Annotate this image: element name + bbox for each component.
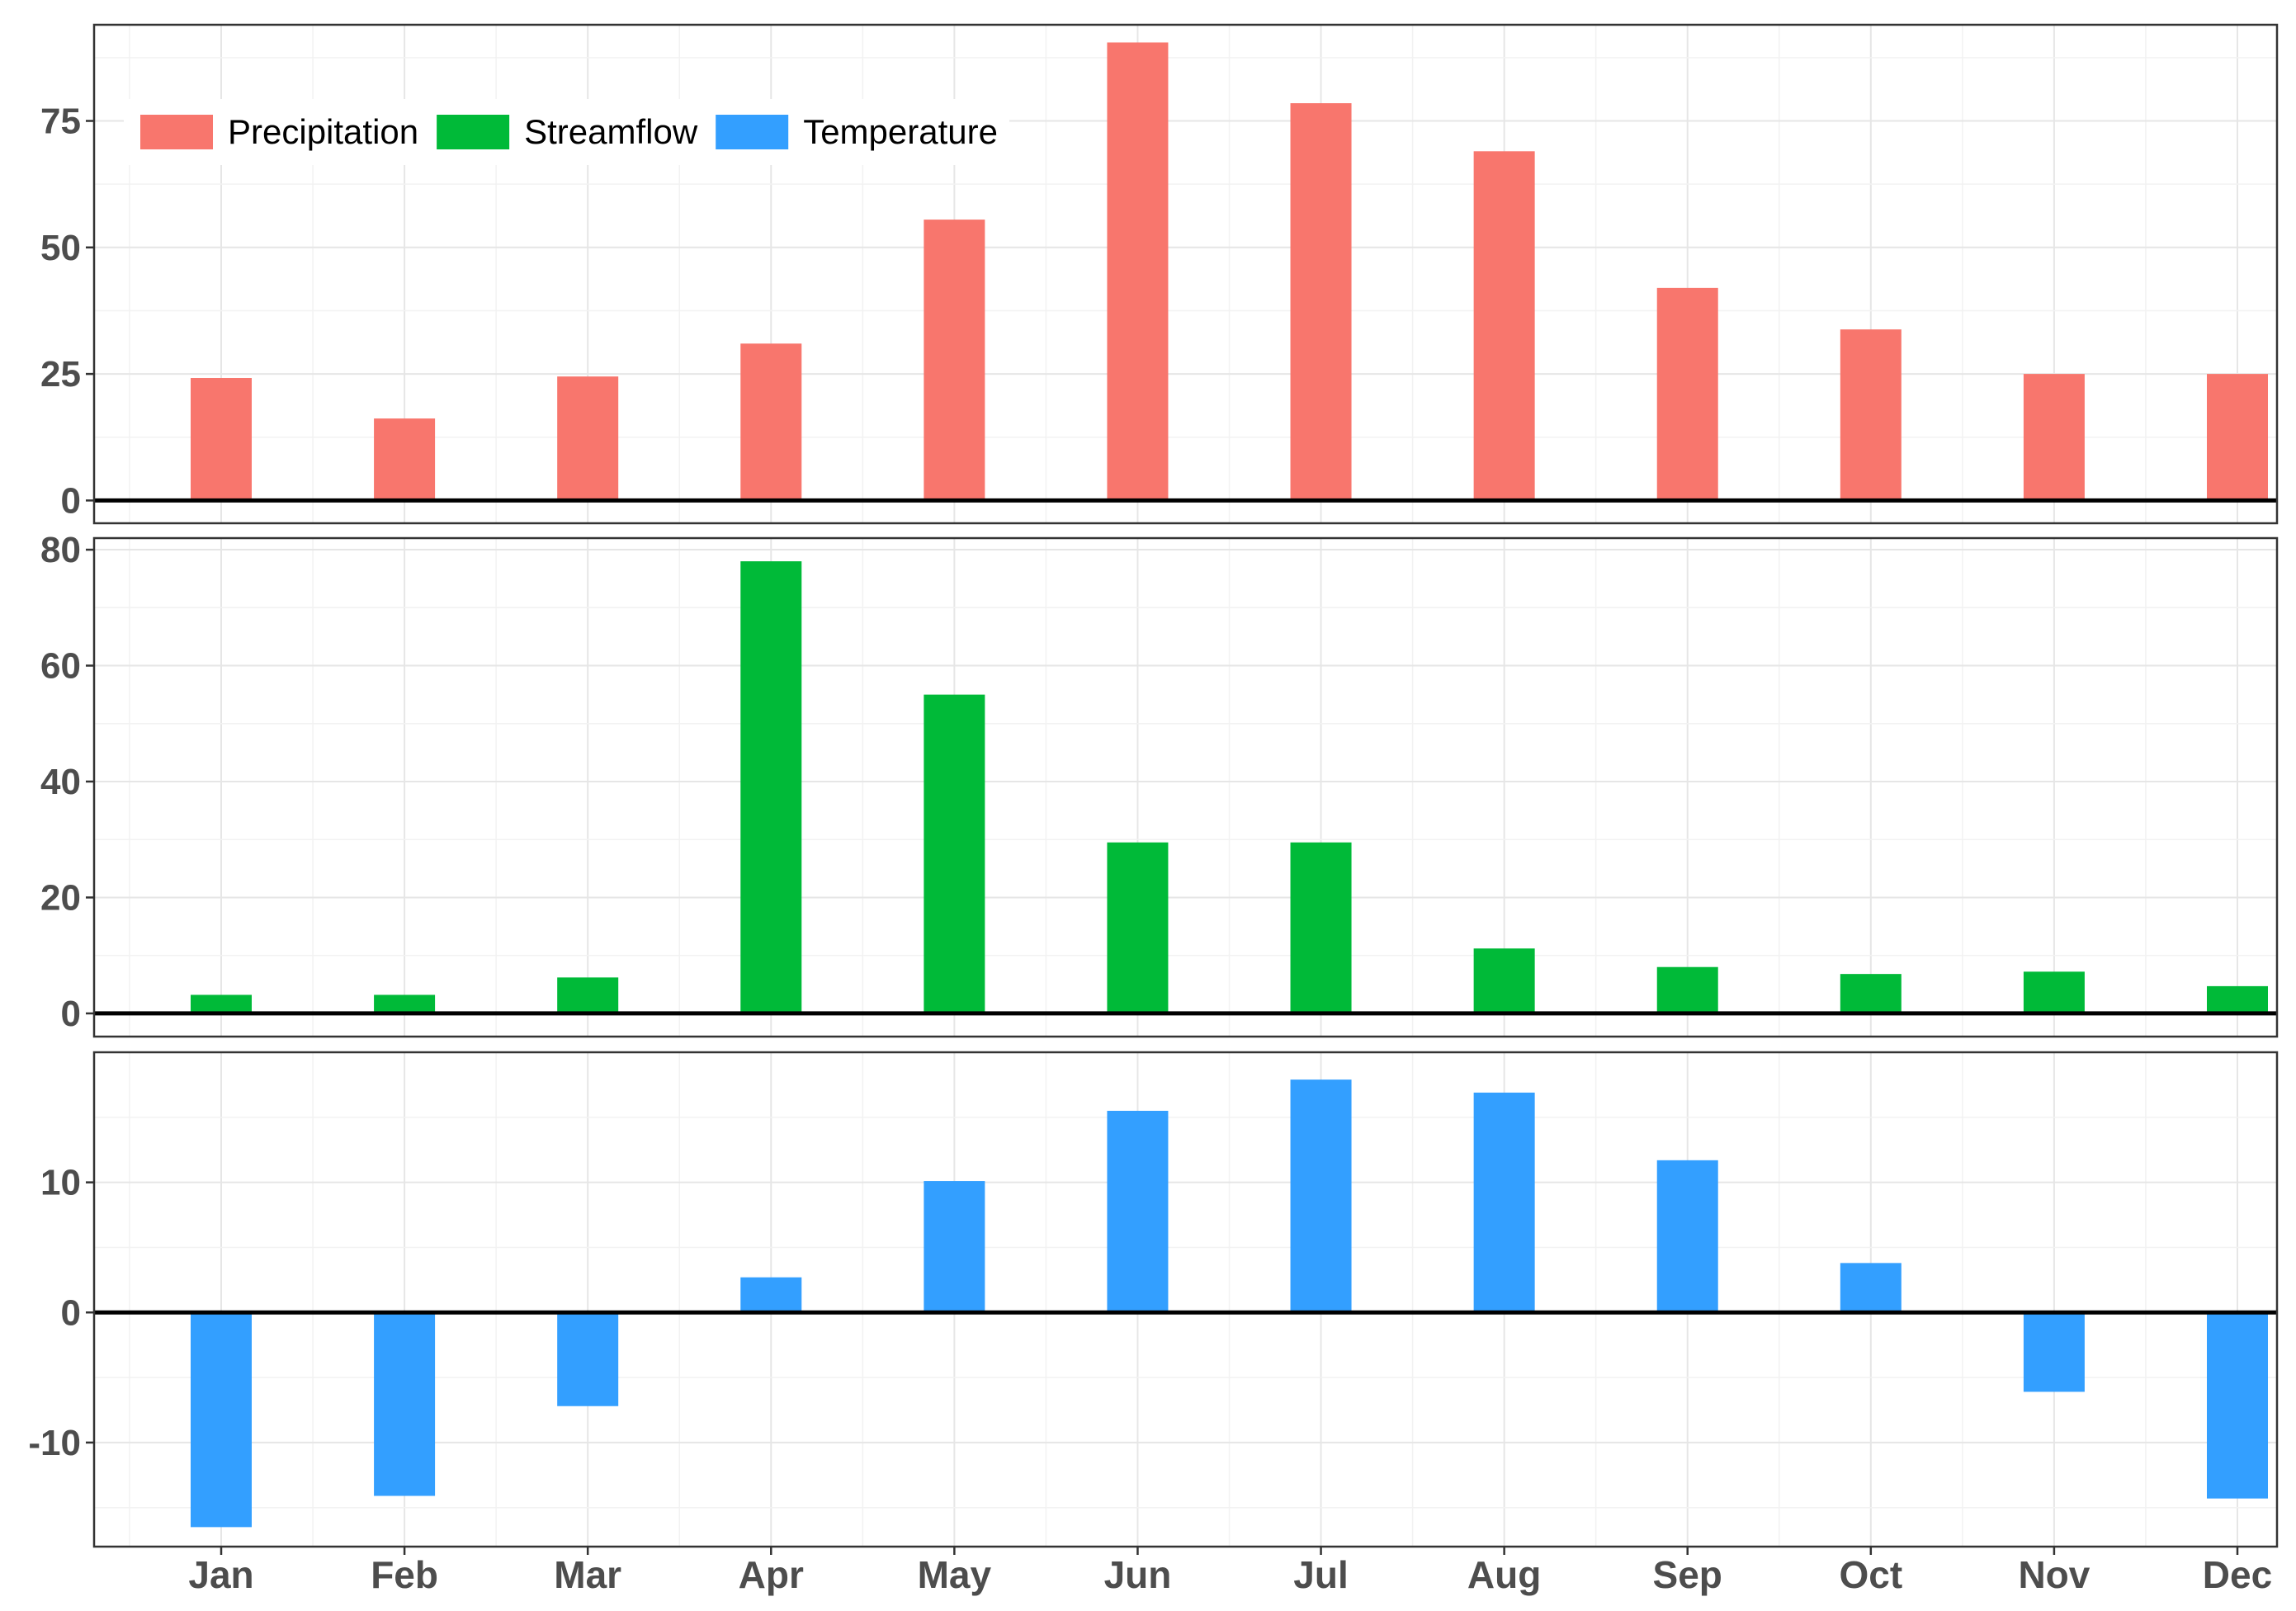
y-tick-label: 10 bbox=[40, 1163, 81, 1203]
bar-precipitation-apr bbox=[740, 343, 802, 501]
bar-streamflow-oct bbox=[1840, 974, 1902, 1013]
bar-precipitation-oct bbox=[1840, 329, 1902, 501]
bar-streamflow-jun bbox=[1107, 842, 1169, 1013]
panel-border-streamflow bbox=[92, 536, 2279, 1038]
bar-temperature-jul bbox=[1290, 1080, 1352, 1313]
x-tick-label: Oct bbox=[1839, 1553, 1902, 1596]
bar-precipitation-may bbox=[924, 220, 985, 501]
bar-precipitation-jun bbox=[1107, 42, 1169, 501]
bar-temperature-mar bbox=[557, 1312, 619, 1406]
bar-precipitation-dec bbox=[2207, 374, 2268, 501]
y-tick-label: 50 bbox=[40, 228, 81, 268]
x-tick-label: Aug bbox=[1467, 1553, 1541, 1596]
y-tick-label: 0 bbox=[61, 1292, 81, 1333]
bar-streamflow-aug bbox=[1473, 948, 1535, 1013]
bar-temperature-jan bbox=[191, 1312, 252, 1528]
bar-temperature-aug bbox=[1473, 1092, 1535, 1313]
x-tick-label: Feb bbox=[371, 1553, 438, 1596]
x-tick-label: Jan bbox=[188, 1553, 253, 1596]
bar-temperature-apr bbox=[740, 1277, 802, 1313]
bar-temperature-may bbox=[924, 1181, 985, 1313]
legend-key-temperature bbox=[716, 115, 789, 149]
bar-streamflow-mar bbox=[557, 977, 619, 1013]
y-tick-label: 0 bbox=[61, 480, 81, 521]
x-tick-label: Sep bbox=[1653, 1553, 1722, 1596]
x-tick-label: Apr bbox=[739, 1553, 804, 1596]
legend-background bbox=[124, 99, 1009, 165]
bar-streamflow-jul bbox=[1290, 842, 1352, 1013]
bar-temperature-dec bbox=[2207, 1312, 2268, 1499]
x-tick-label: Jul bbox=[1293, 1553, 1348, 1596]
zero-lines bbox=[94, 498, 2277, 1315]
bars-layer bbox=[191, 42, 2268, 1528]
y-tick-label: 20 bbox=[40, 877, 81, 918]
bar-streamflow-apr bbox=[740, 561, 802, 1013]
x-tick-label: Jun bbox=[1104, 1553, 1172, 1596]
bar-streamflow-nov bbox=[2023, 971, 2085, 1013]
legend-label-streamflow: Streamflow bbox=[524, 112, 698, 151]
bar-temperature-oct bbox=[1840, 1263, 1902, 1313]
y-tick-label: 25 bbox=[40, 354, 81, 394]
bar-precipitation-feb bbox=[374, 418, 436, 501]
bar-streamflow-may bbox=[924, 694, 985, 1013]
y-tick-label: 60 bbox=[40, 646, 81, 687]
bar-precipitation-nov bbox=[2023, 374, 2085, 501]
legend-key-precipitation bbox=[140, 115, 213, 149]
panel-border-temperature bbox=[92, 1051, 2279, 1548]
panel-frames bbox=[92, 23, 2279, 1548]
bar-precipitation-jan bbox=[191, 378, 252, 501]
panel-border-precipitation bbox=[92, 23, 2279, 525]
legend: Precipitation Streamflow Temperature bbox=[124, 99, 1009, 165]
bar-precipitation-jul bbox=[1290, 103, 1352, 501]
bar-temperature-sep bbox=[1656, 1160, 1718, 1313]
bar-temperature-jun bbox=[1107, 1110, 1169, 1313]
legend-label-temperature: Temperature bbox=[803, 112, 998, 151]
bar-precipitation-mar bbox=[557, 376, 619, 501]
bar-temperature-feb bbox=[374, 1312, 436, 1496]
bar-streamflow-dec bbox=[2207, 985, 2268, 1013]
legend-key-streamflow bbox=[437, 115, 510, 149]
bar-streamflow-sep bbox=[1656, 966, 1718, 1013]
bar-precipitation-sep bbox=[1656, 287, 1718, 501]
bar-temperature-nov bbox=[2023, 1312, 2085, 1392]
legend-label-precipitation: Precipitation bbox=[228, 112, 418, 151]
x-tick-label: May bbox=[918, 1553, 992, 1596]
y-tick-label: -10 bbox=[28, 1423, 81, 1463]
y-tick-label: 0 bbox=[61, 994, 81, 1034]
bar-streamflow-feb bbox=[374, 994, 436, 1013]
x-tick-label: Dec bbox=[2203, 1553, 2272, 1596]
x-tick-label: Mar bbox=[554, 1553, 621, 1596]
x-tick-label: Nov bbox=[2018, 1553, 2090, 1596]
y-tick-label: 80 bbox=[40, 530, 81, 570]
axis-layer: 0 25 50 75 0 20 40 60 80 -10 0 10 Jan Feb Mar Apr May Jun… bbox=[28, 102, 2272, 1596]
bar-streamflow-jan bbox=[191, 994, 252, 1013]
y-tick-label: 40 bbox=[40, 762, 81, 802]
bar-precipitation-aug bbox=[1473, 151, 1535, 501]
y-tick-label: 75 bbox=[40, 102, 81, 142]
